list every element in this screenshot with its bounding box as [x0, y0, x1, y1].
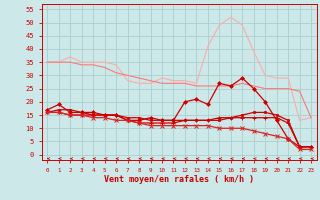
X-axis label: Vent moyen/en rafales ( km/h ): Vent moyen/en rafales ( km/h ) [104, 175, 254, 184]
